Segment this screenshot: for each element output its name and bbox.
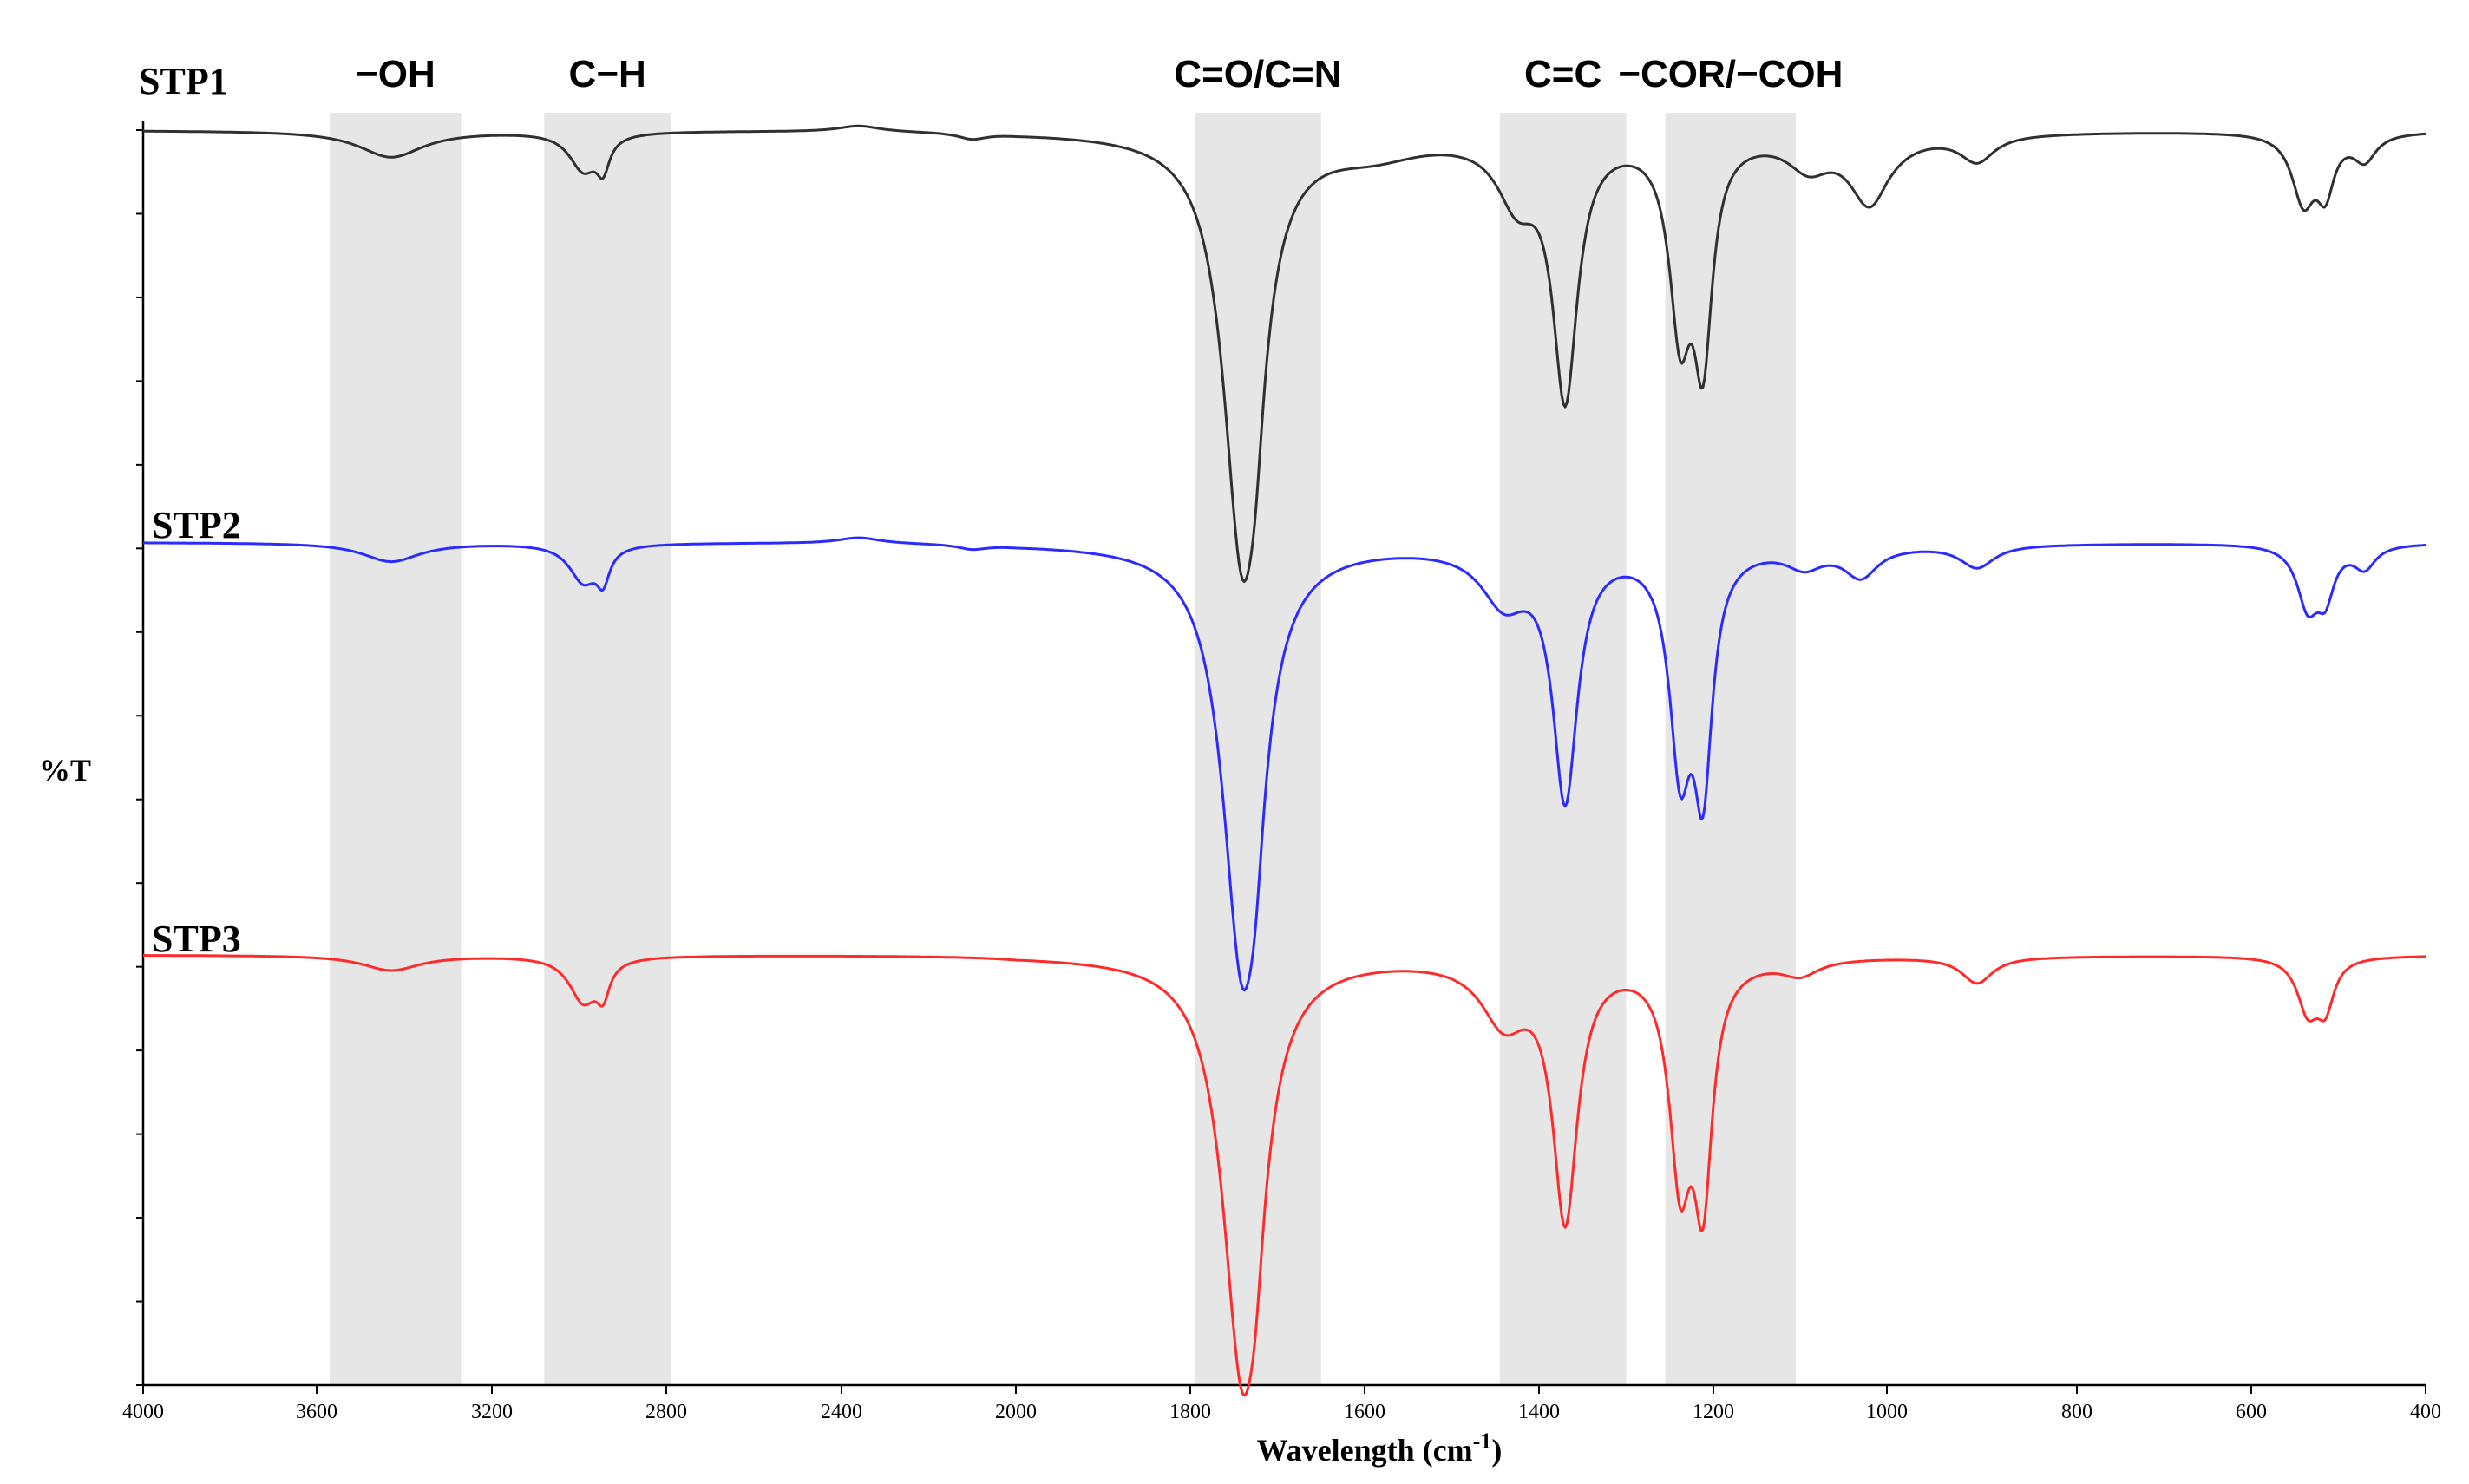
x-tick-label-1400: 1400 xyxy=(1518,1401,1560,1423)
band-label-4: −COR/−COH xyxy=(1618,53,1843,95)
band-label-0: −OH xyxy=(356,53,436,95)
x-tick-label-1000: 1000 xyxy=(1866,1401,1908,1423)
x-axis-title-superscript: -1 xyxy=(1473,1428,1492,1454)
axes xyxy=(141,121,2426,1387)
traces xyxy=(142,124,2426,1397)
band-label-2: C=O/C=N xyxy=(1174,53,1341,95)
band-3 xyxy=(1499,113,1627,1385)
band-2 xyxy=(1195,113,1321,1385)
x-tick-label-2000: 2000 xyxy=(995,1401,1037,1423)
band-label-3: C=C xyxy=(1524,53,1601,95)
band-4 xyxy=(1665,113,1796,1385)
band-layer: −OH C−H C=O/C=N C=C −COR/−COH xyxy=(330,53,1843,1385)
x-tick-label-2800: 2800 xyxy=(645,1401,687,1423)
x-tick-label-1800: 1800 xyxy=(1169,1401,1211,1423)
series-labels: STP1 STP2 STP3 xyxy=(139,60,241,960)
x-tick-label-3200: 3200 xyxy=(471,1401,513,1423)
series-line-stp1 xyxy=(142,124,2426,584)
x-axis-title-text: Wavelength (cm xyxy=(1257,1433,1473,1468)
series-label-stp3: STP3 xyxy=(152,918,241,960)
x-tick-label-3600: 3600 xyxy=(296,1401,337,1423)
band-1 xyxy=(544,113,671,1385)
series-line-stp3 xyxy=(142,954,2426,1397)
y-ticks xyxy=(136,129,143,1386)
x-tick-label-1200: 1200 xyxy=(1693,1401,1734,1423)
x-tick-label-800: 800 xyxy=(2061,1401,2092,1423)
x-tick-label-1600: 1600 xyxy=(1344,1401,1385,1423)
y-axis-title: %T xyxy=(39,753,91,788)
x-tick-label-4000: 4000 xyxy=(122,1401,164,1423)
series-line-stp2 xyxy=(142,536,2426,992)
series-label-stp1: STP1 xyxy=(139,60,228,102)
series-label-stp2: STP2 xyxy=(152,504,241,546)
x-axis-title-close: ) xyxy=(1491,1433,1502,1468)
band-0 xyxy=(330,113,462,1385)
x-ticks: 4000 3600 3200 2800 2400 2000 1800 1600 1400 1200… xyxy=(122,1385,2441,1423)
band-label-1: C−H xyxy=(569,53,646,95)
x-tick-label-2400: 2400 xyxy=(821,1401,862,1423)
x-axis-title: Wavelength (cm-1) xyxy=(1257,1428,1503,1468)
x-tick-label-400: 400 xyxy=(2410,1401,2441,1423)
x-tick-label-600: 600 xyxy=(2236,1401,2267,1423)
